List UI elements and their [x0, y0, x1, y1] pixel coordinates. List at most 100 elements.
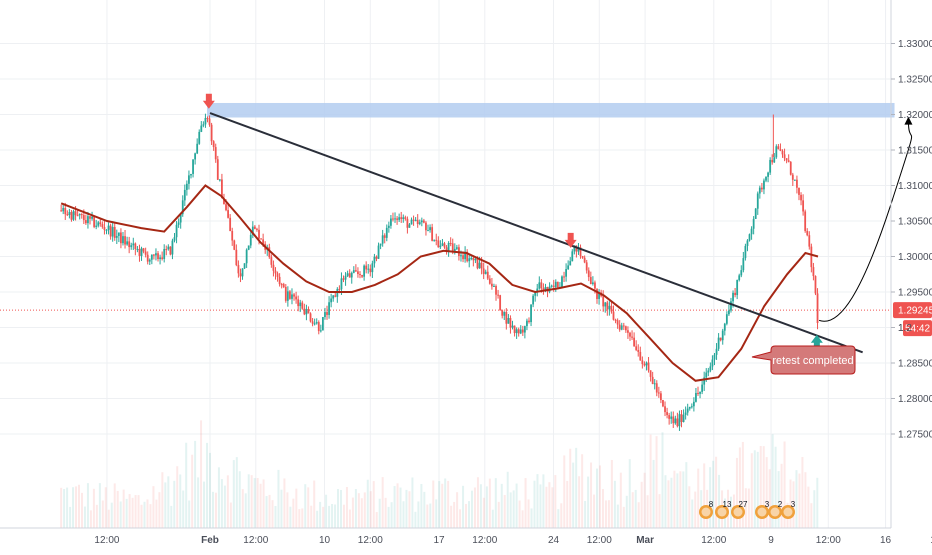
candle-body: [536, 288, 539, 293]
candle-body: [78, 213, 81, 216]
event-badges[interactable]: 8 13 27 3 2 3: [699, 500, 796, 519]
volume-bar: [75, 486, 78, 528]
event-badge-count: 13: [723, 500, 732, 509]
candle-body: [124, 236, 126, 245]
candle-body: [703, 377, 706, 385]
candle-body: [319, 330, 322, 332]
volume-bar: [542, 474, 545, 528]
annotation-callout[interactable]: retest completed: [751, 345, 856, 375]
volume-bar: [715, 456, 718, 528]
candle-body: [260, 238, 262, 240]
volume-bar: [655, 436, 658, 528]
volume-bar: [798, 473, 801, 528]
projection-arrow-path[interactable]: [818, 121, 913, 322]
candle-body: [171, 240, 174, 255]
trendline[interactable]: [209, 112, 863, 354]
candle-body: [196, 143, 199, 154]
volume-bar: [435, 499, 438, 528]
candle-body: [482, 268, 485, 274]
volume-bar: [185, 442, 188, 528]
volume-bar: [753, 450, 756, 528]
candle-body: [233, 240, 236, 250]
event-badge-flag-detail: [783, 507, 793, 517]
candle-body: [115, 235, 118, 238]
candle-body: [647, 362, 650, 371]
candle-body: [117, 232, 120, 236]
volume-bar: [107, 509, 110, 528]
y-tick-label: 1.28500: [898, 359, 932, 370]
volume-bar: [598, 465, 601, 528]
volume-bar: [652, 459, 655, 528]
volume-bar: [396, 483, 399, 528]
volume-bar: [149, 504, 152, 528]
volume-bar: [203, 481, 206, 528]
x-tick-label: 12:00: [701, 535, 726, 546]
candle-body: [223, 198, 225, 205]
volume-bar: [113, 483, 116, 528]
candle-body: [293, 294, 295, 297]
candle-body: [709, 366, 712, 371]
candle-body: [414, 219, 417, 221]
candle-body: [204, 118, 207, 125]
candle-body: [534, 292, 537, 296]
volume-bar: [503, 494, 506, 528]
candle-body: [453, 248, 456, 252]
down-arrow-marker-icon: [564, 232, 577, 248]
candle-body: [810, 246, 813, 268]
candle-body: [526, 320, 528, 327]
candle-body: [146, 254, 149, 262]
x-tick-label: 12:00: [358, 535, 383, 546]
moving-average-line[interactable]: [60, 184, 819, 382]
volume-bar: [155, 499, 158, 528]
volume-bar: [762, 446, 765, 528]
candle-body: [82, 215, 85, 221]
resistance-zone[interactable]: [207, 102, 895, 118]
candle-body: [443, 243, 446, 248]
y-tick-label: 1.32500: [898, 75, 932, 86]
candle-body: [781, 150, 784, 155]
annotation-bubble[interactable]: [751, 345, 856, 375]
candle-body: [291, 294, 293, 299]
volume-bar: [369, 491, 372, 528]
candle-body: [664, 406, 666, 413]
volume-bar: [179, 474, 182, 528]
candle-body: [800, 194, 802, 201]
volume-bar: [545, 486, 548, 528]
volume-bar: [286, 492, 289, 528]
candle-body: [715, 348, 718, 355]
volume-bar: [66, 487, 69, 528]
price-axis[interactable]: 1.33000 1.32500 1.32000 1.31500 1.31000 1.305…: [890, 0, 932, 528]
volume-bar: [512, 490, 515, 528]
candle-body: [460, 255, 462, 257]
candle-body: [295, 296, 298, 300]
candle-body: [284, 286, 287, 301]
volume-bar: [170, 505, 173, 528]
candle-body: [245, 249, 248, 264]
candle-body: [307, 308, 310, 314]
candle-body: [392, 218, 394, 220]
candle-body: [474, 259, 477, 261]
candle-body: [111, 226, 114, 237]
candle-body: [765, 176, 767, 181]
candle-body: [272, 264, 275, 271]
volume-bar: [744, 488, 747, 528]
candle-body: [418, 222, 421, 225]
candle-body: [670, 416, 673, 419]
candle-body: [604, 302, 607, 307]
candle-body: [101, 224, 104, 228]
volume-bar: [804, 472, 807, 528]
candle-body: [796, 179, 798, 188]
countdown-badge: [903, 320, 932, 337]
volume-bar: [101, 500, 104, 528]
candles: [60, 113, 819, 431]
candle-body: [439, 245, 442, 248]
candle-body: [742, 258, 745, 271]
volume-bar: [316, 510, 319, 528]
candle-body: [227, 210, 229, 218]
candle-body: [697, 392, 699, 394]
volume-bar: [235, 457, 238, 528]
volume-bar: [128, 494, 131, 528]
time-axis[interactable]: 12:00 Feb 12:00 10 12:00 17 12:00 24 12:00 Mar 12:…: [0, 527, 932, 546]
